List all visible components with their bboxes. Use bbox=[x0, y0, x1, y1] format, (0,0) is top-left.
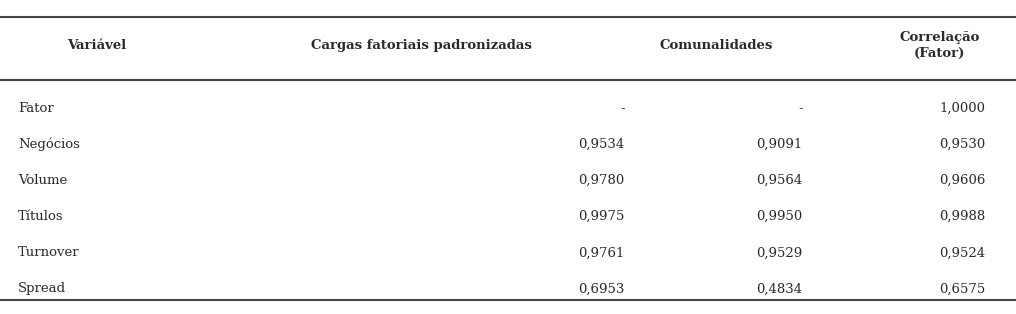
Text: Variável: Variável bbox=[67, 39, 126, 52]
Text: 0,9606: 0,9606 bbox=[939, 174, 986, 187]
Text: 0,9530: 0,9530 bbox=[939, 138, 986, 151]
Text: 0,9534: 0,9534 bbox=[578, 138, 625, 151]
Text: Negócios: Negócios bbox=[18, 138, 80, 151]
Text: 0,9975: 0,9975 bbox=[578, 210, 625, 223]
Text: 0,9529: 0,9529 bbox=[756, 246, 803, 259]
Text: Fator: Fator bbox=[18, 102, 54, 115]
Text: Cargas fatoriais padronizadas: Cargas fatoriais padronizadas bbox=[311, 39, 532, 52]
Text: 0,6575: 0,6575 bbox=[939, 282, 986, 295]
Text: Títulos: Títulos bbox=[18, 210, 64, 223]
Text: 0,9564: 0,9564 bbox=[756, 174, 803, 187]
Text: Spread: Spread bbox=[18, 282, 66, 295]
Text: 0,4834: 0,4834 bbox=[757, 282, 803, 295]
Text: 0,9950: 0,9950 bbox=[756, 210, 803, 223]
Text: 0,9780: 0,9780 bbox=[578, 174, 625, 187]
Text: 0,9091: 0,9091 bbox=[756, 138, 803, 151]
Text: Turnover: Turnover bbox=[18, 246, 80, 259]
Text: Volume: Volume bbox=[18, 174, 67, 187]
Text: 0,9524: 0,9524 bbox=[940, 246, 986, 259]
Text: 1,0000: 1,0000 bbox=[940, 102, 986, 115]
Text: 0,6953: 0,6953 bbox=[578, 282, 625, 295]
Text: -: - bbox=[620, 102, 625, 115]
Text: -: - bbox=[798, 102, 803, 115]
Text: 0,9988: 0,9988 bbox=[939, 210, 986, 223]
Text: Comunalidades: Comunalidades bbox=[659, 39, 773, 52]
Text: Correlação
(Fator): Correlação (Fator) bbox=[899, 31, 980, 60]
Text: 0,9761: 0,9761 bbox=[578, 246, 625, 259]
